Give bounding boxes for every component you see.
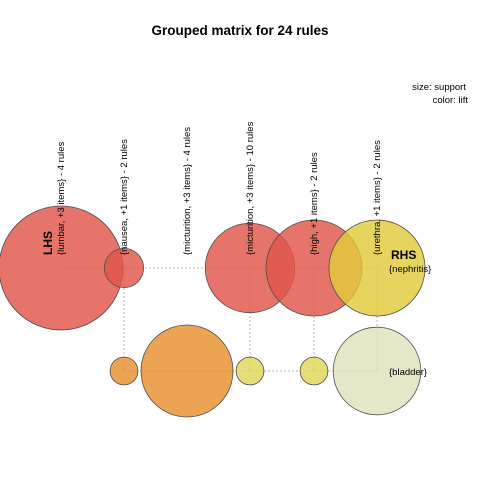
rule-bubble [299,356,329,386]
rule-bubble [332,326,422,416]
rule-bubble [235,356,265,386]
legend-size: size: support [412,82,466,93]
lhs-group-label: {lumbar, +3 items} - 4 rules [56,141,67,255]
rule-bubble [328,219,426,317]
rhs-item-label: {nephritis} [389,264,431,275]
chart-title: Grouped matrix for 24 rules [151,23,328,38]
rule-bubble [104,247,145,288]
label-layer: {lumbar, +3 items} - 4 rules {nausea, +1 … [41,121,431,378]
lhs-axis-label: LHS [41,231,55,255]
rhs-axis-label: RHS [391,248,416,262]
bubble-layer [0,205,426,418]
lhs-group-label: {nausea, +1 items} - 2 rules [119,139,130,255]
legend-color: color: lift [433,95,469,106]
rule-bubble [109,356,139,386]
lhs-group-label: {urethra, +1 items} - 2 rules [372,140,383,255]
lhs-group-label: {micturition, +3 items} - 4 rules [182,127,193,255]
lhs-group-label: {high, +1 items} - 2 rules [309,152,320,255]
lhs-group-label: {micturition, +3 items} - 10 rules [245,121,256,255]
rhs-item-label: {bladder} [389,367,427,378]
rule-bubble [140,324,234,418]
